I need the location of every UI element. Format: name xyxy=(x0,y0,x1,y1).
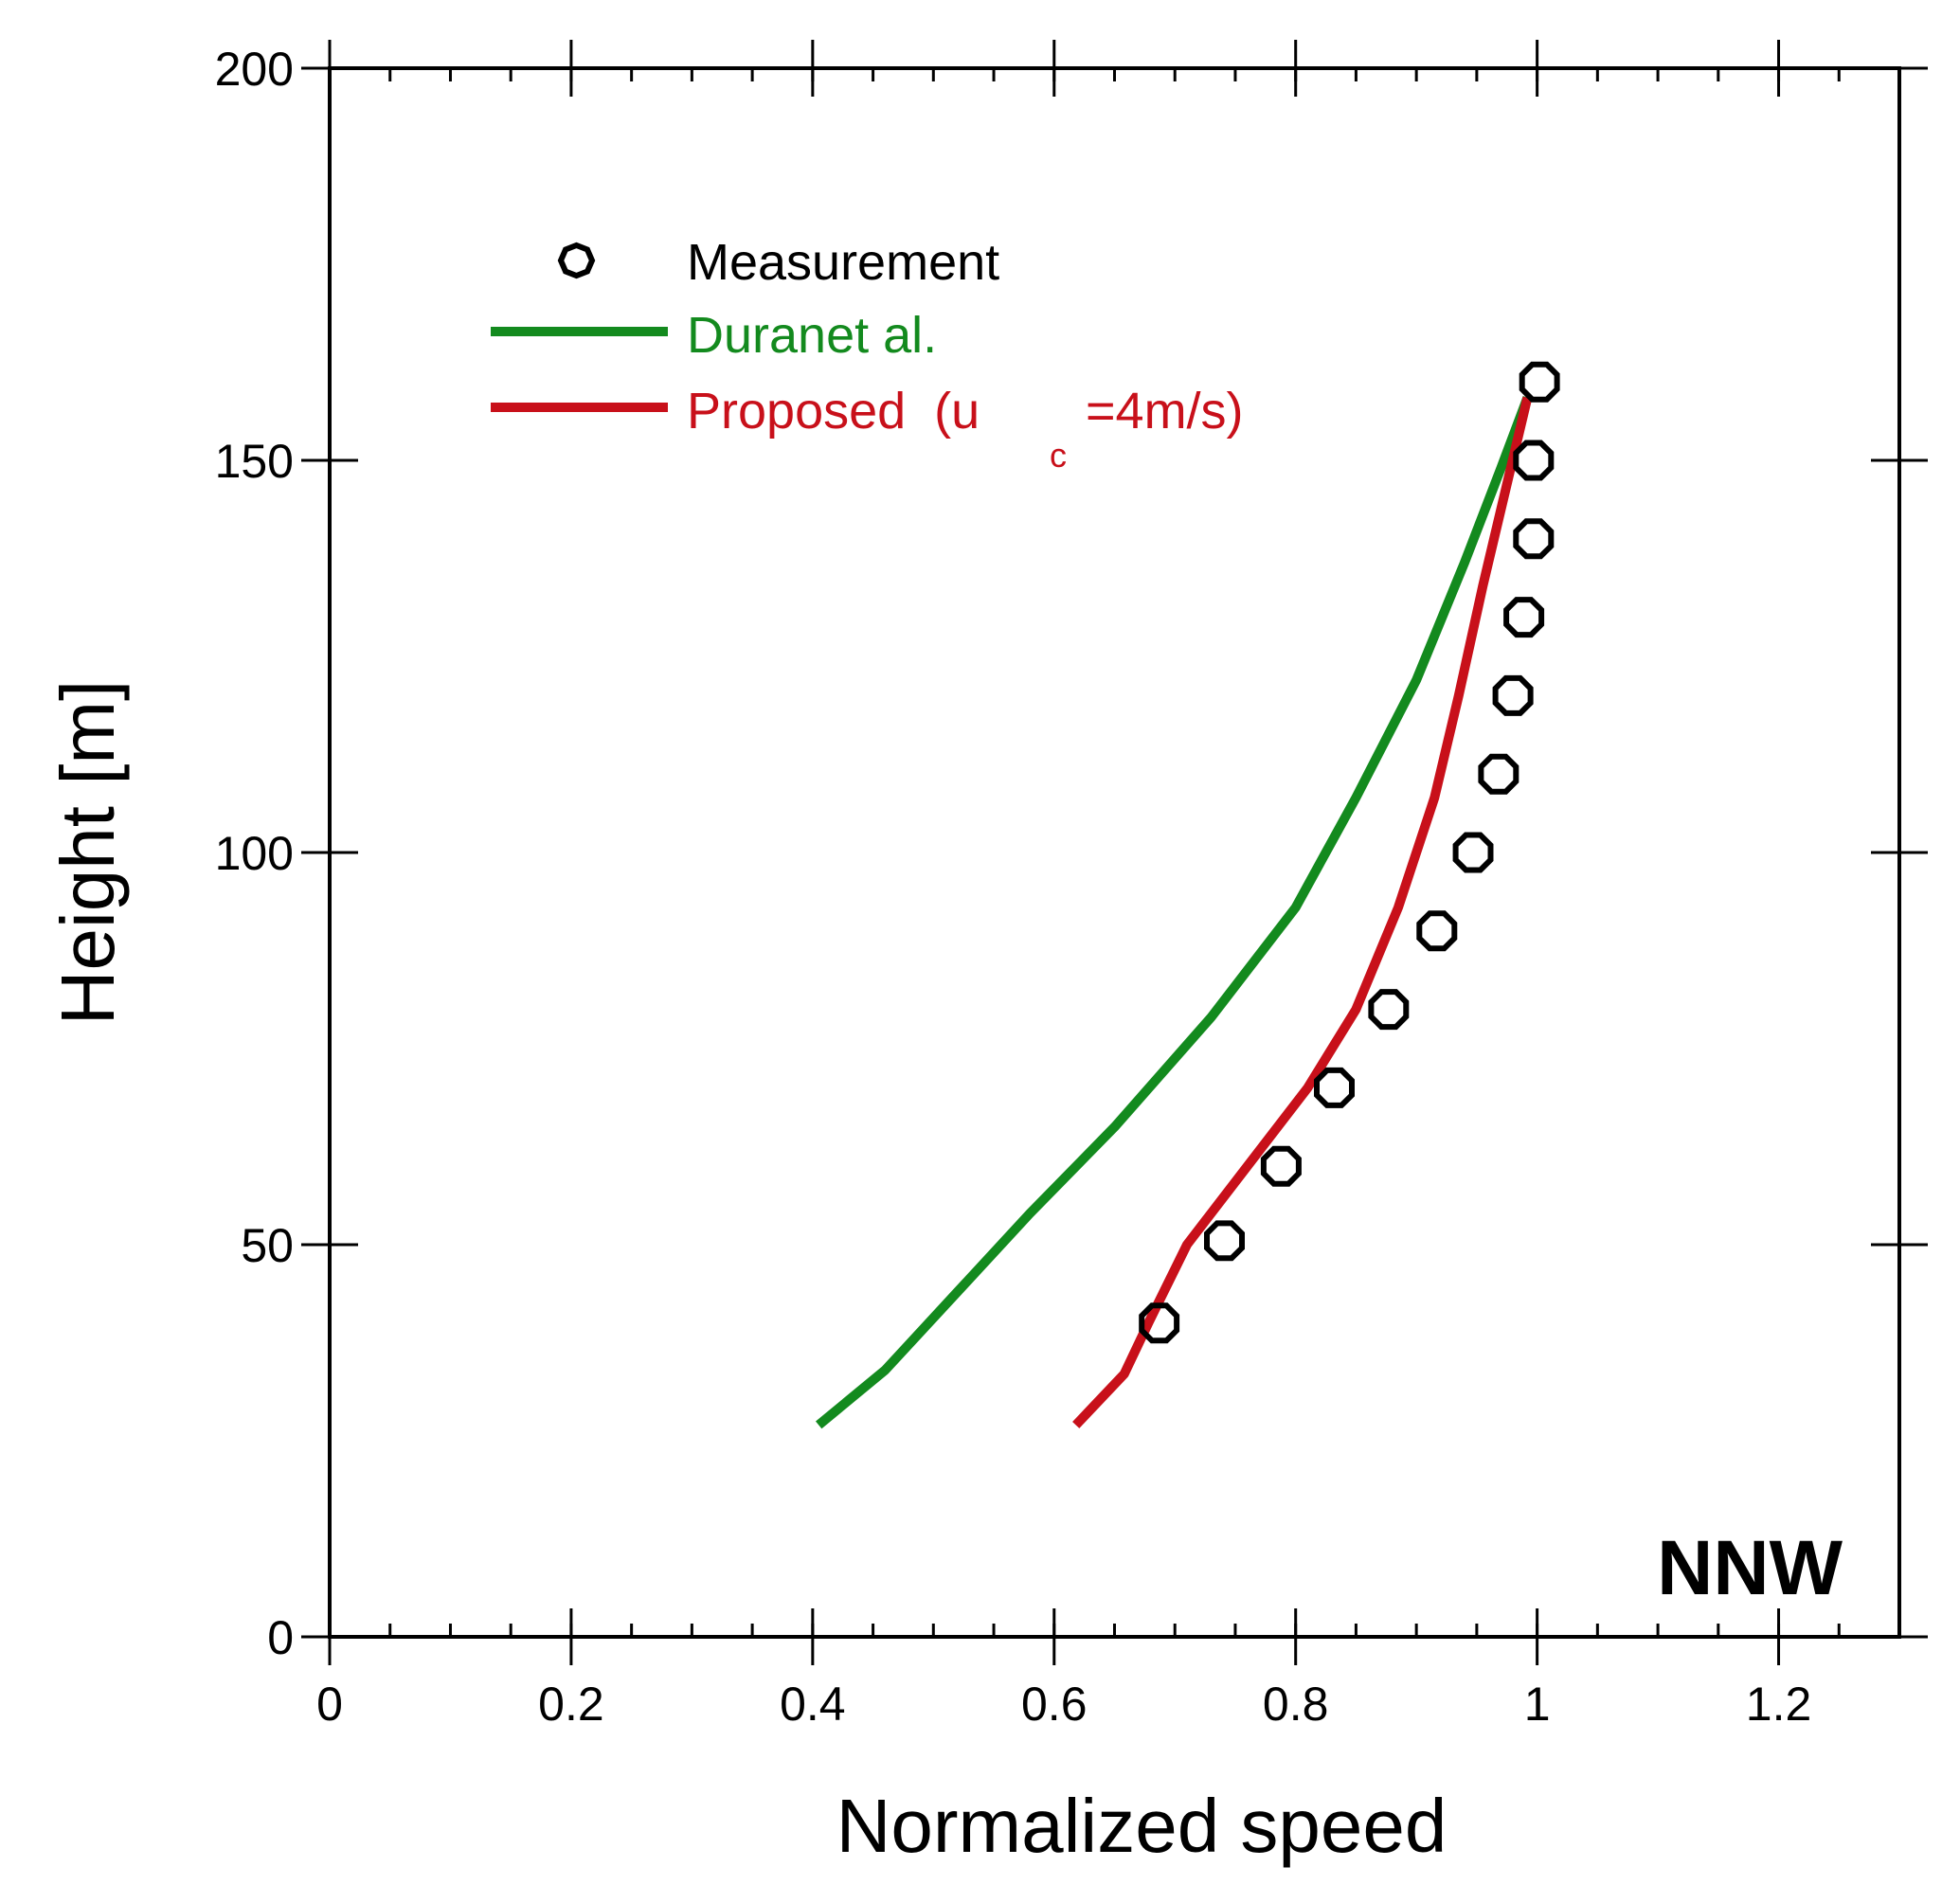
x-tick-labels: 0 0.2 0.4 0.6 0.8 1 1.2 xyxy=(316,1678,1811,1731)
legend-item-measurement: Measurement xyxy=(557,234,999,291)
series-line-duran xyxy=(816,396,1533,1429)
measurement-point xyxy=(1452,832,1494,873)
legend-label-duran: Duranet al. xyxy=(687,307,937,364)
y-tick-label: 200 xyxy=(215,43,294,96)
x-tick-label: 1.2 xyxy=(1746,1678,1812,1731)
legend-item-duran: Duranet al. xyxy=(491,307,937,364)
panel-label: NNW xyxy=(1657,1525,1843,1611)
x-tick-label: 1 xyxy=(1524,1678,1551,1731)
y-tick-labels: 0 50 100 150 200 xyxy=(215,43,294,1664)
measurement-point xyxy=(1513,440,1555,481)
measurement-point xyxy=(1519,361,1560,403)
measurement-point xyxy=(1513,518,1555,560)
measurement-point xyxy=(1416,910,1458,952)
x-tick-label: 0.2 xyxy=(538,1678,604,1731)
y-tick-label: 100 xyxy=(215,827,294,880)
legend-marker-octagon xyxy=(557,242,596,279)
measurement-point xyxy=(1503,597,1545,638)
measurement-point xyxy=(1260,1145,1302,1187)
series-line-proposed xyxy=(1072,396,1533,1428)
legend-label-proposed-subscript: c xyxy=(1050,436,1067,475)
y-axis-title: Height [m] xyxy=(45,680,130,1026)
measurement-point xyxy=(1204,1220,1245,1262)
legend-label-proposed: Proposed (u xyxy=(687,383,980,440)
legend-label-measurement: Measurement xyxy=(687,234,999,291)
y-tick-label: 0 xyxy=(267,1611,294,1664)
plot-frame xyxy=(328,66,1901,1639)
x-tick-label: 0 xyxy=(316,1678,343,1731)
axis-ticks xyxy=(301,40,1928,1665)
measurement-point xyxy=(1368,989,1410,1031)
y-tick-label: 150 xyxy=(215,435,294,488)
x-tick-label: 0.6 xyxy=(1021,1678,1088,1731)
legend-item-proposed: Proposed (u c =4m/s) xyxy=(491,383,1244,475)
x-tick-label: 0.8 xyxy=(1263,1678,1329,1731)
series-layer xyxy=(816,361,1560,1429)
measurement-point xyxy=(1492,674,1534,716)
legend-label-proposed-suffix: =4m/s) xyxy=(1086,383,1244,440)
measurement-point xyxy=(1478,753,1519,795)
legend: Measurement Duranet al. Proposed (u c =4… xyxy=(491,234,1244,475)
y-tick-label: 50 xyxy=(241,1219,294,1272)
measurement-point xyxy=(1314,1067,1355,1108)
x-tick-label: 0.4 xyxy=(780,1678,846,1731)
measurement-point xyxy=(1139,1302,1180,1344)
x-axis-title: Normalized speed xyxy=(836,1784,1448,1868)
